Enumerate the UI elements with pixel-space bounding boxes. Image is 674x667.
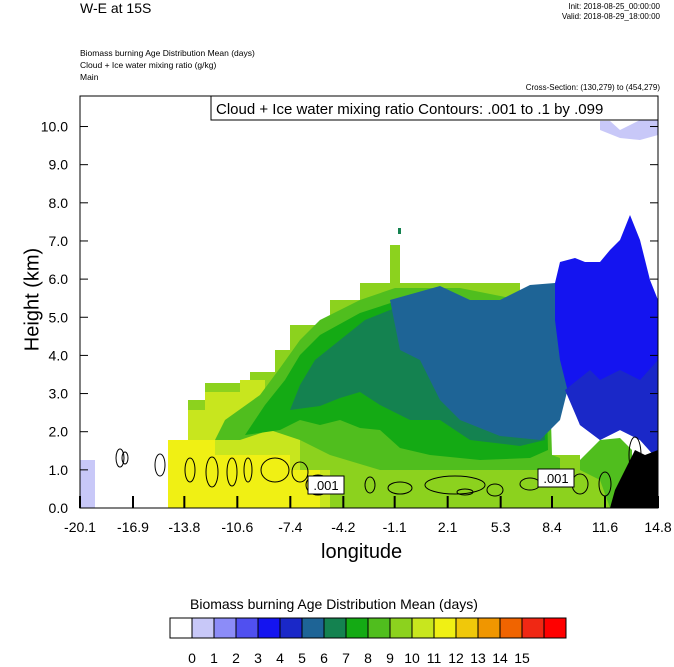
x-tick-label: 14.8 bbox=[644, 519, 671, 535]
colorbar-swatch bbox=[455, 617, 479, 639]
y-tick-label: 8.0 bbox=[49, 195, 69, 211]
y-tick-label: 0.0 bbox=[49, 500, 69, 516]
colorbar-swatch bbox=[521, 617, 545, 639]
axes: -20.1 -16.9 -13.8 -10.6 -7.4 -4.2 -1.1 2.1 5.3 8.… bbox=[41, 119, 672, 535]
y-tick-label: 6.0 bbox=[49, 271, 69, 287]
x-tick-label: -20.1 bbox=[64, 519, 96, 535]
colorbar-label: 11 bbox=[427, 650, 442, 666]
colorbar-label: 3 bbox=[254, 650, 262, 666]
colorbar-swatch bbox=[411, 617, 435, 639]
colorbar-swatch bbox=[213, 617, 237, 639]
x-tick-label: -7.4 bbox=[278, 519, 302, 535]
colorbar-label: 8 bbox=[364, 650, 372, 666]
colorbar-label: 6 bbox=[320, 650, 328, 666]
y-tick-label: 7.0 bbox=[49, 233, 69, 249]
colorbar-label: 9 bbox=[386, 650, 394, 666]
x-axis-label: longitude bbox=[321, 541, 403, 563]
contour-info-box bbox=[210, 95, 659, 121]
contour-label-box-1 bbox=[307, 475, 345, 495]
x-tick-label: 2.1 bbox=[438, 519, 458, 535]
field-name-2: Cloud + Ice water mixing ratio (g/kg) bbox=[80, 60, 217, 70]
y-tick-label: 4.0 bbox=[49, 347, 69, 363]
x-tick-label: 8.4 bbox=[542, 519, 562, 535]
field-name-1: Biomass burning Age Distribution Mean (d… bbox=[80, 48, 255, 58]
x-tick-label: -16.9 bbox=[117, 519, 149, 535]
y-tick-label: 9.0 bbox=[49, 157, 69, 173]
colorbar-label: 10 bbox=[404, 650, 420, 666]
colorbar-label: 14 bbox=[492, 650, 508, 666]
y-tick-label: 5.0 bbox=[49, 309, 69, 325]
x-tick-label: 11.6 bbox=[592, 519, 618, 535]
x-tick-label: 5.3 bbox=[491, 519, 511, 535]
field-name-3: Main bbox=[80, 72, 99, 82]
cross-section-label: Cross-Section: (130,279) to (454,279) bbox=[525, 83, 660, 92]
colorbar-swatch bbox=[169, 617, 193, 639]
contour-info-text: Cloud + Ice water mixing ratio Contours:… bbox=[216, 101, 603, 118]
y-tick-label: 1.0 bbox=[49, 462, 69, 478]
colorbar-swatch bbox=[389, 617, 413, 639]
x-tick-label: -13.8 bbox=[168, 519, 200, 535]
colorbar-swatch bbox=[257, 617, 281, 639]
x-tick-label: -4.2 bbox=[331, 519, 355, 535]
colorbar-swatch bbox=[477, 617, 501, 639]
colorbar-label: 13 bbox=[470, 650, 486, 666]
x-tick-label: -10.6 bbox=[221, 519, 253, 535]
colorbar-swatch bbox=[433, 617, 457, 639]
colorbar-label: 0 bbox=[188, 650, 196, 666]
x-tick-label: -1.1 bbox=[383, 519, 407, 535]
y-tick-label: 3.0 bbox=[49, 386, 69, 402]
colorbar-title: Biomass burning Age Distribution Mean (d… bbox=[190, 596, 478, 612]
colorbar-swatch bbox=[323, 617, 347, 639]
y-axis-label: Height (km) bbox=[21, 247, 44, 352]
colorbar-swatch bbox=[301, 617, 325, 639]
contour-label-box-2 bbox=[537, 468, 575, 488]
colorbar-swatch bbox=[191, 617, 215, 639]
colorbar-swatch bbox=[279, 617, 303, 639]
chart-title: W-E at 15S bbox=[80, 0, 152, 16]
colorbar-swatch bbox=[367, 617, 391, 639]
y-tick-label: 2.0 bbox=[49, 424, 69, 440]
colorbar-swatch bbox=[345, 617, 369, 639]
colorbar-swatch bbox=[235, 617, 259, 639]
colorbar-label: 7 bbox=[342, 650, 350, 666]
valid-time: Valid: 2018-08-29_18:00:00 bbox=[561, 12, 660, 21]
colorbar: 0 1 2 3 4 5 6 7 8 9 10 11 12 13 14 15 bbox=[169, 617, 567, 666]
init-time: Init: 2018-08-25_00:00:00 bbox=[568, 2, 660, 11]
y-tick-label: 10.0 bbox=[41, 119, 68, 135]
contour-lines bbox=[115, 436, 642, 497]
colorbar-label: 15 bbox=[514, 650, 530, 666]
colorbar-swatch bbox=[543, 617, 567, 639]
colorbar-label: 4 bbox=[276, 650, 284, 666]
colorbar-label: 1 bbox=[210, 650, 218, 666]
contour-label-1: .001 bbox=[313, 478, 338, 493]
contour-label-2: .001 bbox=[543, 471, 568, 486]
colorbar-label: 5 bbox=[298, 650, 306, 666]
colorbar-swatch bbox=[499, 617, 523, 639]
colorbar-label: 2 bbox=[232, 650, 240, 666]
colorbar-label: 12 bbox=[448, 650, 464, 666]
shaded-field bbox=[80, 120, 658, 508]
